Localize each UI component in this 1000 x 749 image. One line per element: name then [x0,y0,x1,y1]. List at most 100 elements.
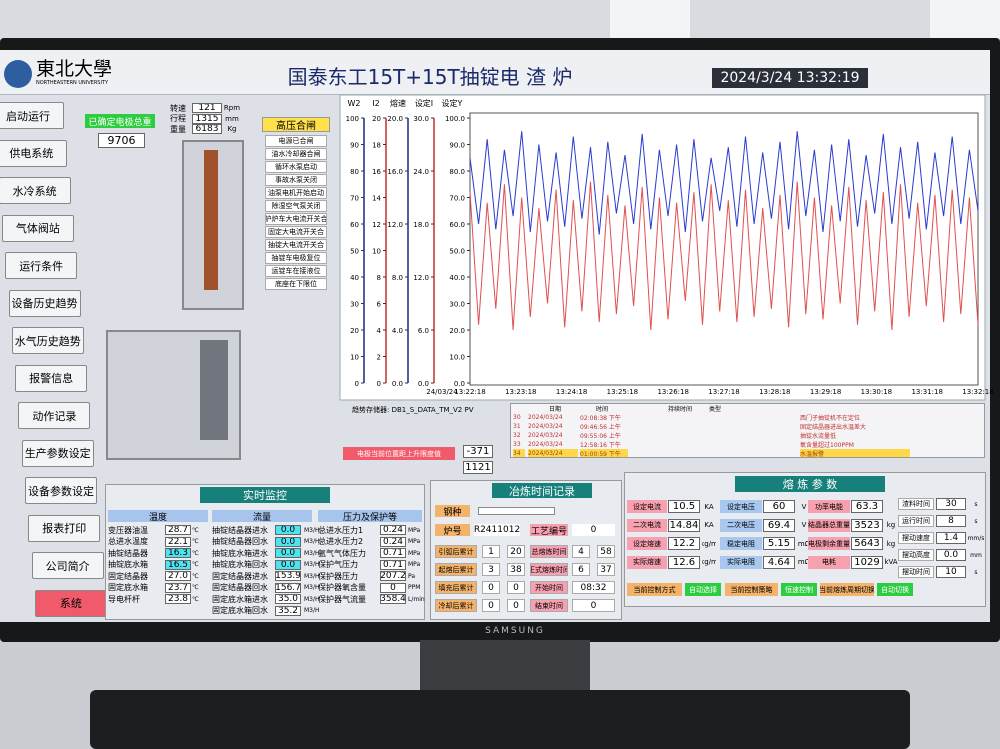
y-tick-label: 18 [372,142,381,150]
param-unit: KA [704,502,714,511]
smelt-value: 1 [482,545,500,558]
monitor-label: 抽锭结晶器回水 [212,537,268,546]
alarm-cell: 12:58:16 下午 [580,441,621,449]
nav-button[interactable]: 水冷系统 [0,177,71,204]
smelt-label: 开始时间 [530,581,568,594]
y-tick-label: 0.0 [418,380,429,388]
monitor-value: 28.7 [165,525,191,535]
axis-name: 设定Y [442,98,463,108]
alarm-cell: 氧含量超过100PPM [800,441,854,449]
alarm-cell: 32 [513,431,521,439]
param-label: 设定熔速 [627,537,667,550]
y-tick-label: 50.0 [449,248,465,256]
nav-button[interactable]: 报表打印 [28,514,101,542]
monitor-label: 保护气压力 [318,560,358,569]
monitor-label: 固定底水箱 [108,583,148,592]
side-value: 30 [936,498,966,510]
param-label: 设定电压 [720,500,762,513]
param-label: 电极剩余重量 [808,537,850,550]
nav-button[interactable]: 设备历史趋势 [8,289,81,317]
y-tick-label: 18.0 [413,221,429,229]
trend-storage: 趋势存储器: DB1_S_DATA_TM_V2 PV [352,405,474,414]
monitor-label: 固定结晶器进水 [212,571,268,581]
nav-button[interactable]: 公司简介 [31,552,104,579]
smelt-value: 37 [597,563,615,576]
param-label: 结晶器总重量 [808,518,850,532]
status-item: 固定大电流开关合 [265,226,327,238]
y-tick-label: 16.0 [387,168,403,176]
status-item: 护炉车大电流开关合 [265,213,327,225]
param-unit: kg [886,539,896,548]
monitor-value: 358.4 [380,594,406,604]
mode-value[interactable]: 自动选择 [685,583,721,596]
nav-button[interactable]: 运行条件 [5,252,78,279]
nav-button[interactable]: 气体阀站 [1,214,74,242]
side-value: 0.0 [936,549,966,561]
side-label: 渣料时间 [898,498,934,510]
y-tick-label: 0 [377,380,381,388]
alarm-cell: 抽锭水流量低 [800,432,837,440]
monitor-label: 固定底水箱进水 [212,594,268,604]
nav-button[interactable]: 生产参数设定 [21,439,94,467]
nav-button[interactable]: 动作记录 [18,402,91,429]
y-tick-label: 30.0 [413,115,429,123]
smelt-label: 结束时间 [530,599,568,612]
param-unit: kVA [884,558,898,566]
y-tick-label: 0.0 [392,380,403,388]
monitor-label: 变压器油温 [108,525,148,535]
monitor-unit: MPa [408,561,421,568]
y-tick-label: 12.0 [387,221,403,229]
monitor-value: 0.71 [380,548,406,558]
x-tick-label: 13:25:18 [607,388,638,396]
alarm-cell: 2024/03/24 [528,440,563,448]
monitor-header: 流量 [212,510,312,522]
stand [420,640,590,690]
monitor-value: 27.0 [165,571,191,581]
smelt-value: 38 [507,563,525,576]
readout-label: 行程 [170,114,186,123]
param-label: 二次电压 [720,518,762,532]
smelt-value: 0 [482,599,500,612]
monitor-header: 压力及保护等 [318,510,422,522]
y-tick-label: 14 [372,195,381,203]
readout-value: 6183 [192,124,222,134]
smelt-label: 冷却后累计 [435,599,477,612]
side-value: 10 [936,566,966,578]
nav-button[interactable]: 水气历史趋势 [11,327,84,354]
mode-value[interactable]: 恒速控制 [781,583,817,596]
smelt-value: 20 [507,545,525,558]
alarm-cell: 30 [513,413,521,421]
machine-column [200,340,228,440]
x-tick-label: 13:26:18 [657,388,688,396]
nav-button[interactable]: 报警信息 [15,364,88,392]
plot-area [469,112,979,386]
monitor-unit: M3/H [304,595,320,603]
monitor-label: 氩气气体压力 [318,548,366,558]
readout-value: 121 [192,103,222,113]
axis-name: I2 [372,99,379,108]
nav-button[interactable]: 设备参数设定 [25,477,97,504]
y-tick-label: 90.0 [449,142,465,150]
param-unit: mΩ [797,558,811,566]
electrode-value: 9706 [98,133,145,148]
title: 国泰东工15T+15T抽锭电 渣 炉 [287,64,573,89]
brand: SAMSUNG [485,626,545,636]
nav-button[interactable]: 供电系统 [0,139,68,167]
monitor-label: 总进水温度 [108,537,148,546]
monitor-unit: M3/H [304,572,320,580]
x-tick-label: 13:31:18 [911,388,942,396]
nav-button[interactable]: 启动运行 [0,102,64,129]
x-tick-label: 13:32:18 [962,388,993,396]
datetime: 2024/3/24 13:32:19 [712,68,868,88]
monitor-unit: ℃ [192,549,199,557]
monitor-unit: ℃ [192,595,199,603]
x-tick-label: 13:28:18 [759,388,790,396]
x-tick-label: 13:24:18 [556,388,587,396]
nav-button[interactable]: 系统 [34,589,107,617]
monitor-value: 35.0 [275,594,301,604]
y-tick-label: 2 [377,354,381,362]
y-tick-label: 30 [350,301,359,309]
monitor-label: 抽锭底水箱回水 [212,560,268,569]
monitor-header: 温度 [108,510,208,522]
mode-value[interactable]: 自动切换 [877,583,913,596]
